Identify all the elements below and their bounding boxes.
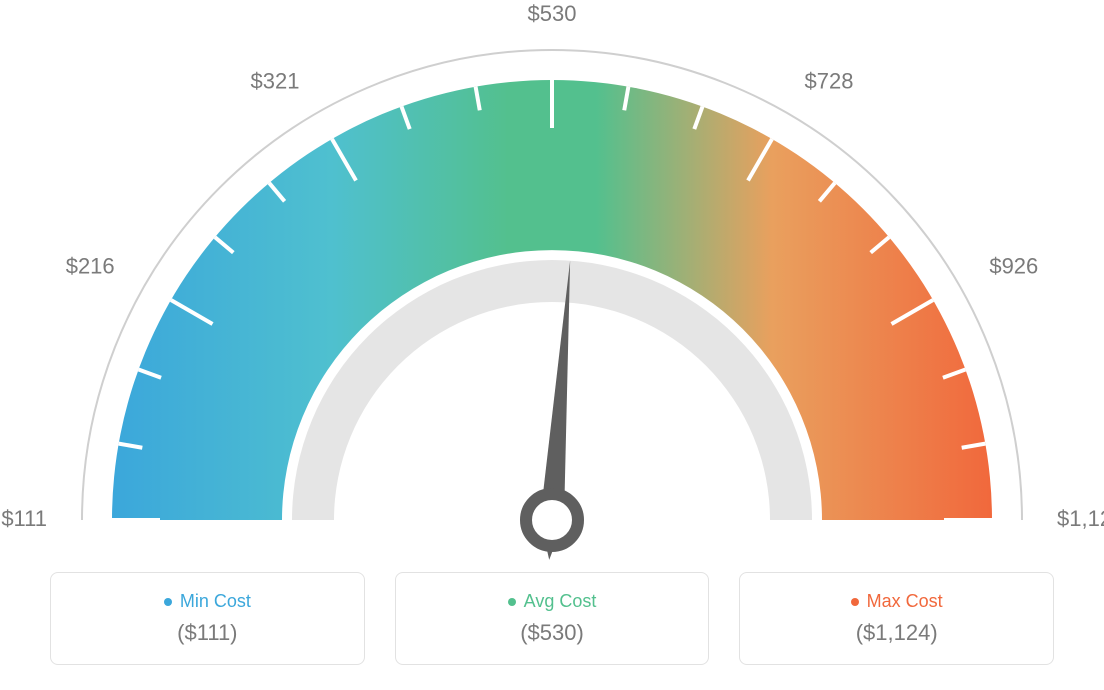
max-cost-label: Max Cost xyxy=(867,591,943,612)
svg-text:$1,124: $1,124 xyxy=(1057,506,1104,531)
cost-cards: Min Cost ($111) Avg Cost ($530) Max Cost… xyxy=(50,572,1054,665)
avg-dot-icon xyxy=(508,598,516,606)
max-cost-title: Max Cost xyxy=(851,591,943,612)
min-dot-icon xyxy=(164,598,172,606)
avg-cost-value: ($530) xyxy=(408,620,697,646)
max-cost-card: Max Cost ($1,124) xyxy=(739,572,1054,665)
max-dot-icon xyxy=(851,598,859,606)
svg-text:$530: $530 xyxy=(528,1,577,26)
svg-text:$111: $111 xyxy=(1,506,47,531)
gauge-chart: $111 $216 $321 $530 $728 $926 $1,124 xyxy=(0,0,1104,560)
svg-text:$926: $926 xyxy=(989,254,1038,279)
svg-text:$216: $216 xyxy=(66,254,115,279)
svg-text:$321: $321 xyxy=(251,69,300,94)
min-cost-value: ($111) xyxy=(63,620,352,646)
gauge-svg: $111 $216 $321 $530 $728 $926 $1,124 xyxy=(0,0,1104,560)
avg-cost-card: Avg Cost ($530) xyxy=(395,572,710,665)
avg-cost-title: Avg Cost xyxy=(508,591,597,612)
min-cost-card: Min Cost ($111) xyxy=(50,572,365,665)
min-cost-label: Min Cost xyxy=(180,591,251,612)
avg-cost-label: Avg Cost xyxy=(524,591,597,612)
max-cost-value: ($1,124) xyxy=(752,620,1041,646)
svg-text:$728: $728 xyxy=(805,69,854,94)
min-cost-title: Min Cost xyxy=(164,591,251,612)
